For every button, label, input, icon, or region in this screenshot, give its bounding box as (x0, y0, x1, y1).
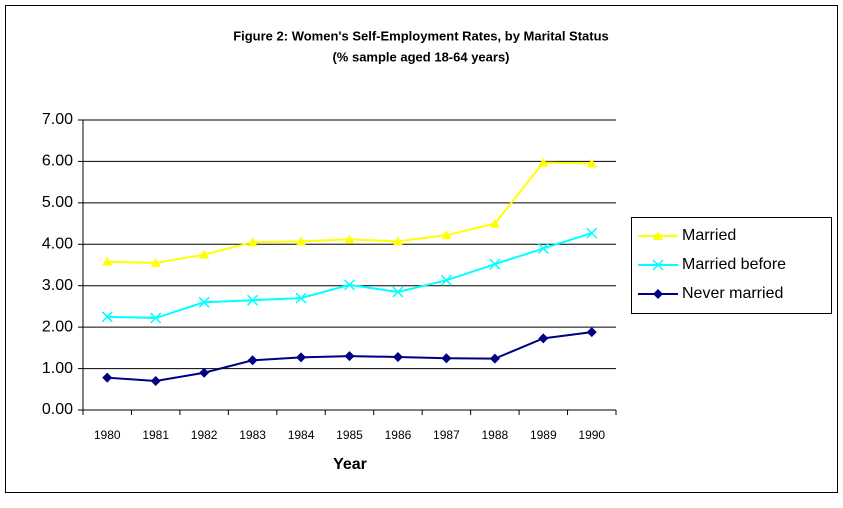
marker (150, 312, 162, 324)
x-tick-label: 1985 (336, 428, 363, 442)
y-tick-label: 1.00 (42, 360, 73, 377)
marker (344, 234, 355, 244)
x-axis-label: Year (333, 456, 367, 473)
marker (198, 296, 210, 308)
chart-title: Figure 2: Women's Self-Employment Rates,… (233, 28, 609, 43)
marker (537, 242, 549, 254)
marker (586, 227, 598, 239)
x-tick-label: 1986 (385, 428, 412, 442)
chart-subtitle: (% sample aged 18-64 years) (332, 49, 509, 64)
y-tick-label: 3.00 (42, 277, 73, 294)
marker (586, 158, 597, 168)
marker (199, 367, 210, 378)
x-tick-label: 1990 (578, 428, 605, 442)
marker (296, 236, 307, 246)
marker (586, 327, 597, 338)
marker (247, 294, 259, 306)
marker (489, 258, 501, 270)
legend-marker (653, 231, 663, 240)
y-tick-label: 0.00 (42, 401, 73, 418)
marker (247, 355, 258, 366)
marker (392, 351, 403, 362)
marker (441, 230, 452, 240)
marker (392, 236, 403, 246)
x-tick-label: 1984 (288, 428, 315, 442)
legend-marker (652, 259, 664, 271)
marker (344, 351, 355, 362)
x-tick-label: 1988 (482, 428, 509, 442)
marker (150, 376, 161, 386)
marker (538, 333, 549, 344)
legend-label: Never married (682, 285, 783, 302)
y-tick-label: 4.00 (42, 236, 73, 253)
marker (102, 256, 113, 266)
marker (247, 237, 258, 247)
marker (440, 274, 452, 286)
y-tick-label: 7.00 (42, 111, 73, 128)
x-tick-label: 1987 (433, 428, 460, 442)
y-tick-label: 6.00 (42, 153, 73, 170)
marker (441, 353, 452, 364)
marker (489, 218, 500, 228)
marker (101, 311, 113, 323)
marker (295, 292, 307, 304)
legend-marker (653, 289, 663, 299)
x-tick-label: 1980 (94, 428, 121, 442)
x-tick-label: 1983 (239, 428, 266, 442)
x-tick-label: 1981 (142, 428, 169, 442)
y-tick-label: 2.00 (42, 318, 73, 335)
marker (102, 372, 113, 383)
marker (296, 352, 307, 363)
marker (150, 257, 161, 267)
marker (199, 249, 210, 259)
marker (489, 353, 500, 364)
legend-label: Married (682, 227, 736, 244)
marker (538, 157, 549, 167)
marker (392, 286, 404, 298)
legend-label: Married before (682, 256, 786, 273)
x-tick-label: 1982 (191, 428, 218, 442)
marker (343, 279, 356, 291)
x-tick-label: 1989 (530, 428, 557, 442)
y-tick-label: 5.00 (42, 194, 73, 211)
